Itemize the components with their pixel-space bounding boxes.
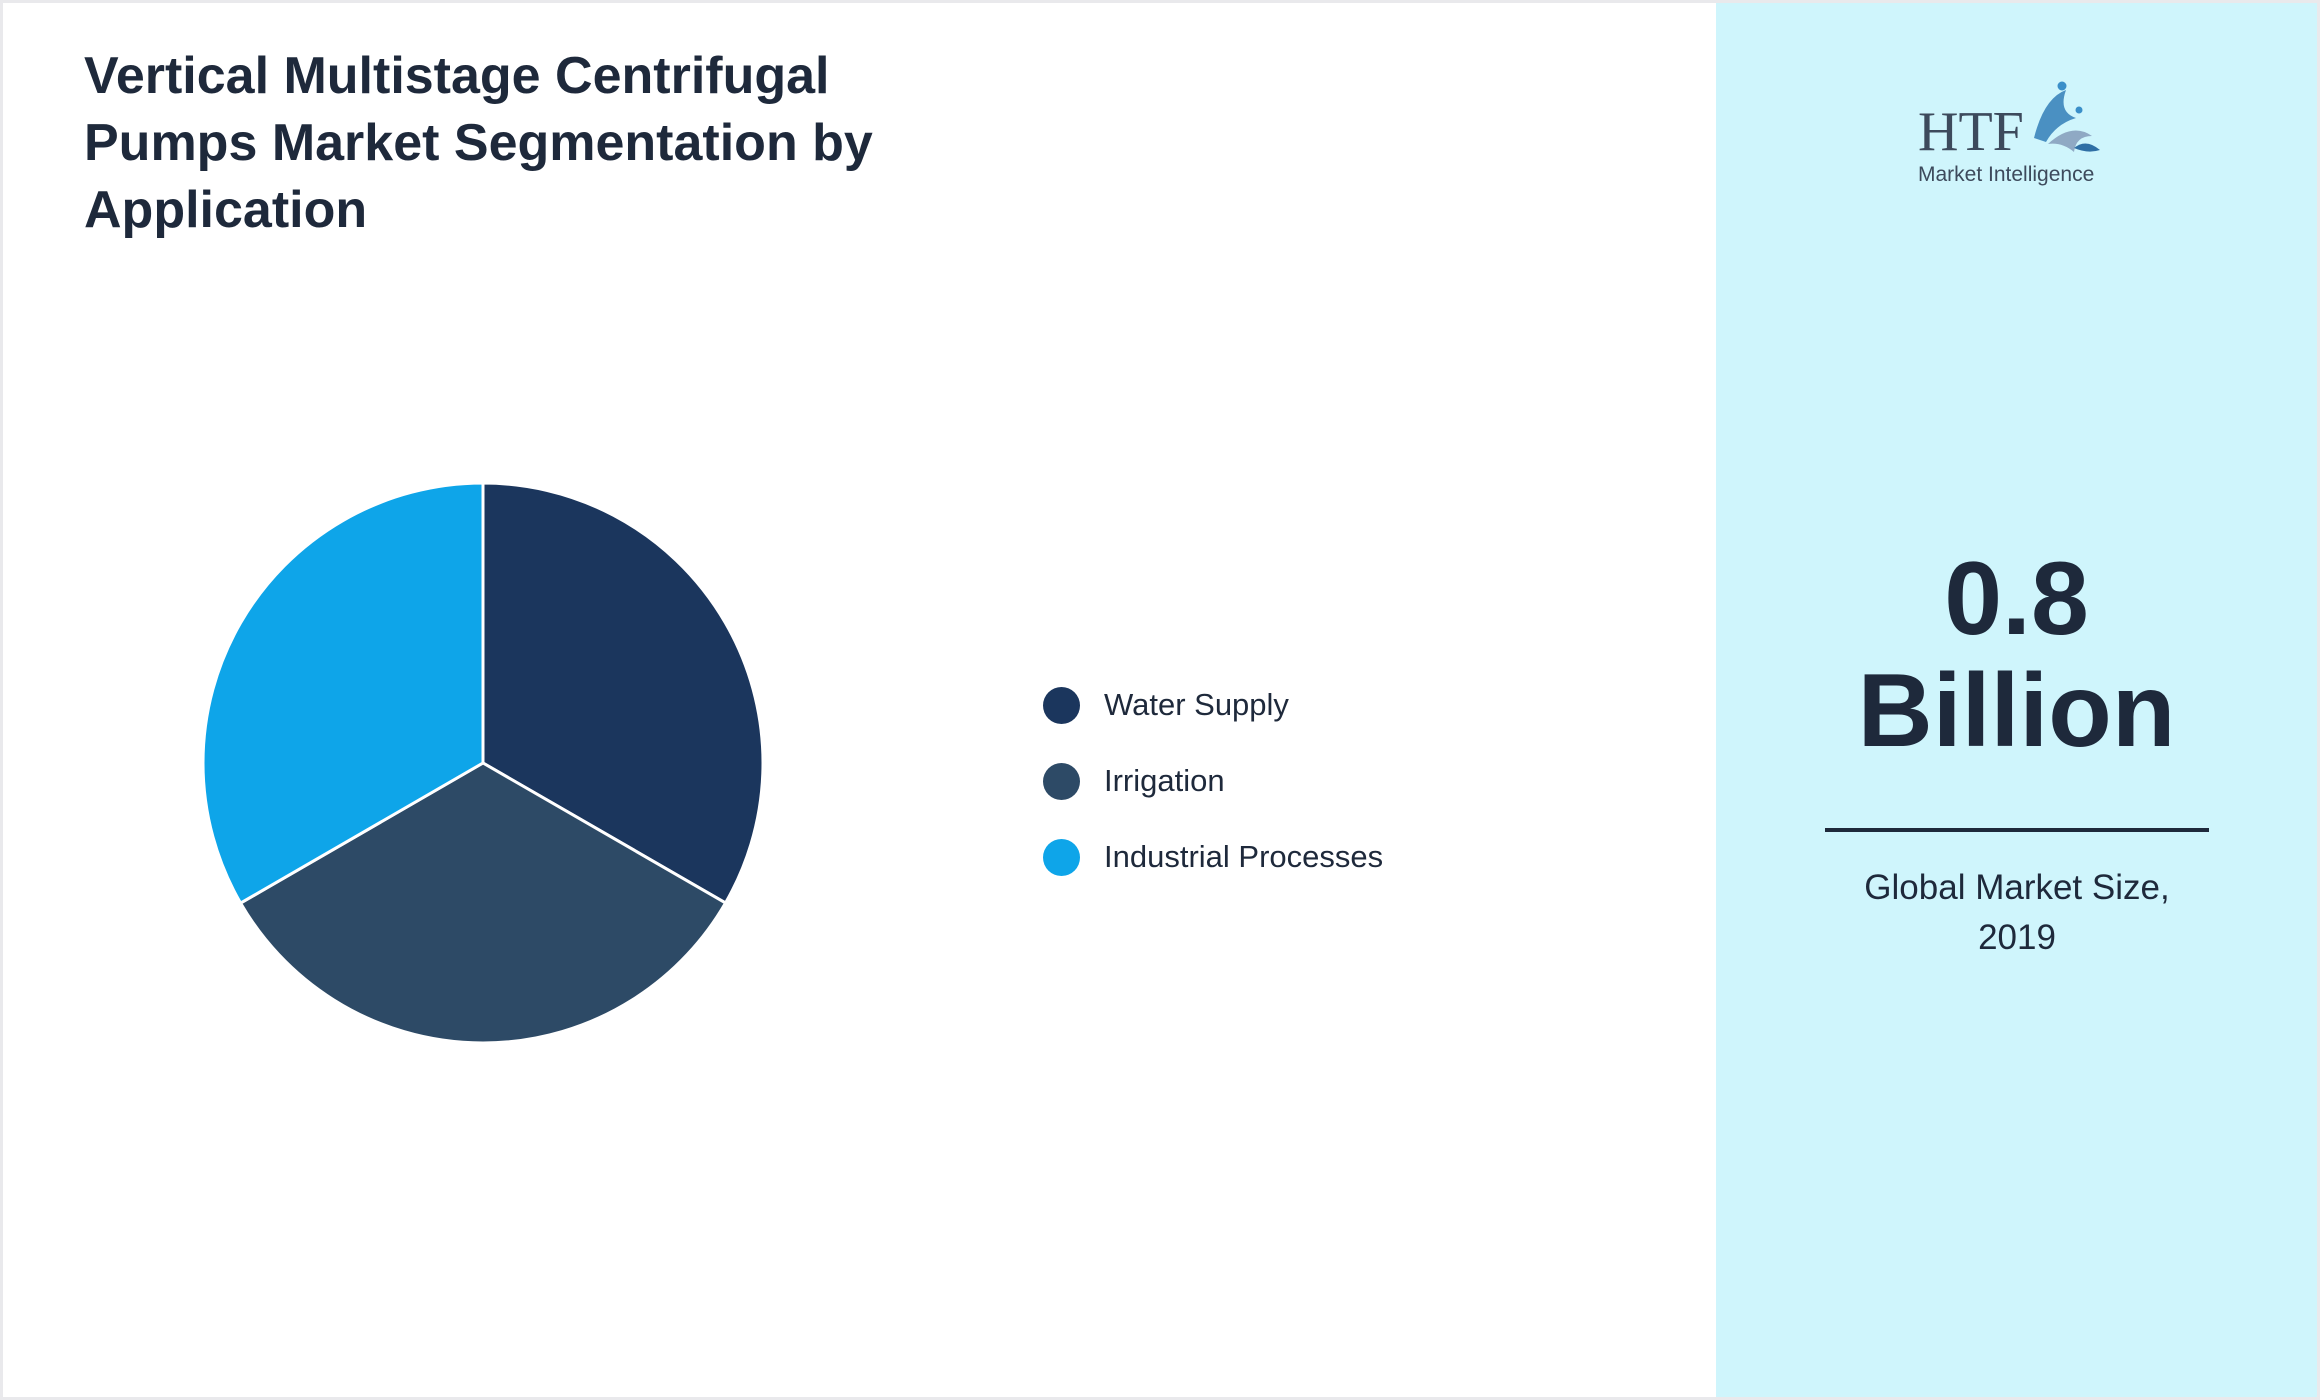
market-size-number: 0.8 <box>1944 541 2089 657</box>
legend-item-industrial-processes: Industrial Processes <box>1043 819 1383 895</box>
caption-line-1: Global Market Size, <box>1864 868 2170 907</box>
legend-swatch-industrial-processes <box>1043 838 1080 876</box>
logo-swirl-icon <box>2034 90 2076 142</box>
legend-label-industrial-processes: Industrial Processes <box>1104 839 1384 874</box>
market-size-caption: Global Market Size, 2019 <box>1816 863 2218 963</box>
logo-swirl-icon-2 <box>2048 130 2092 152</box>
chart-legend: Water Supply Irrigation Industrial Proce… <box>1043 667 1383 895</box>
caption-line-2: 2019 <box>1978 918 2056 957</box>
report-card: Vertical Multistage Centrifugal Pumps Ma… <box>3 3 2317 1397</box>
legend-swatch-irrigation <box>1043 762 1080 800</box>
pie-slice-water-supply <box>481 481 765 905</box>
logo-wave-icon <box>2074 143 2100 152</box>
pie-slice-irrigation <box>239 761 728 1045</box>
legend-item-water-supply: Water Supply <box>1043 667 1383 743</box>
htf-logo: HTF Market Intelligence <box>1918 81 2100 186</box>
summary-sidebar: HTF Market Intelligence 0.8 Billion Glob… <box>1716 3 2317 1397</box>
pie-slice-industrial-processes <box>201 481 485 905</box>
logo-wordmark: HTF <box>1918 101 2024 163</box>
legend-label-water-supply: Water Supply <box>1104 687 1289 722</box>
pie-chart <box>201 481 765 1045</box>
divider <box>1825 828 2209 832</box>
logo-dot-icon-2 <box>2075 106 2083 114</box>
legend-item-irrigation: Irrigation <box>1043 743 1383 819</box>
main-panel: Vertical Multistage Centrifugal Pumps Ma… <box>3 3 1716 1397</box>
logo-dot-icon <box>2057 81 2067 91</box>
chart-title: Vertical Multistage Centrifugal Pumps Ma… <box>84 47 873 239</box>
market-size-unit: Billion <box>1857 653 2176 769</box>
legend-swatch-water-supply <box>1043 686 1080 724</box>
legend-label-irrigation: Irrigation <box>1104 763 1225 798</box>
market-size-value: 0.8 Billion <box>1716 543 2317 767</box>
logo-subtext: Market Intelligence <box>1918 163 2094 186</box>
